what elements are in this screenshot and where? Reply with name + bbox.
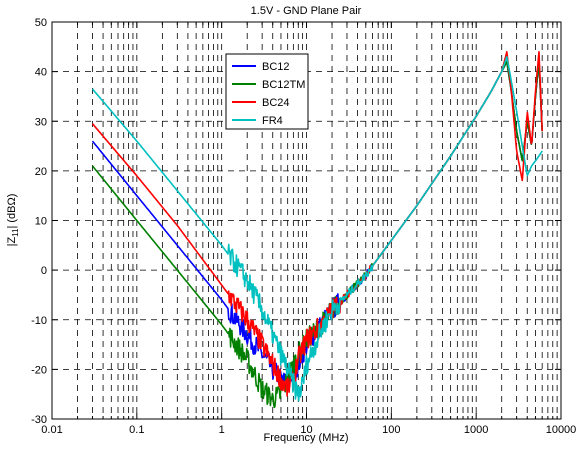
y-axis-label-subscript: 11 bbox=[11, 228, 20, 237]
y-tick-label: -30 bbox=[31, 414, 47, 426]
y-axis-label: |Z11| (dBΩ) bbox=[6, 194, 20, 247]
series-group bbox=[91, 51, 543, 409]
x-tick-label: 1000 bbox=[464, 424, 488, 436]
x-tick-label: 10000 bbox=[546, 424, 577, 436]
x-tick-label: 0.01 bbox=[41, 424, 62, 436]
legend-label-bc12: BC12 bbox=[262, 61, 290, 73]
y-tick-label: 40 bbox=[35, 67, 47, 79]
y-tick-label: 0 bbox=[41, 265, 47, 277]
series-line-fr4 bbox=[91, 56, 543, 402]
x-tick-label: 1 bbox=[219, 424, 225, 436]
y-axis-label-part-1: |Z bbox=[6, 237, 18, 247]
x-tick-label: 0.1 bbox=[129, 424, 144, 436]
ticks: -30 -20 -10 0 10 20 30 40 50 0.01 0.1 1 10 100 1000 100… bbox=[31, 17, 576, 436]
y-tick-label: 10 bbox=[35, 216, 47, 228]
y-tick-label: 50 bbox=[35, 17, 47, 29]
legend-label-fr4: FR4 bbox=[262, 115, 283, 127]
x-tick-label: 100 bbox=[382, 424, 400, 436]
chart-title: 1.5V - GND Plane Pair bbox=[251, 5, 362, 17]
x-tick-label: 10 bbox=[300, 424, 312, 436]
y-axis-label-part-2: | (dBΩ) bbox=[6, 194, 18, 229]
y-tick-label: -20 bbox=[31, 364, 47, 376]
y-tick-label: -10 bbox=[31, 315, 47, 327]
y-tick-label: 20 bbox=[35, 166, 47, 178]
legend-label-bc24: BC24 bbox=[262, 97, 290, 109]
x-axis-label: Frequency (MHz) bbox=[264, 432, 349, 444]
y-tick-label: 30 bbox=[35, 116, 47, 128]
legend-label-bc12tm: BC12TM bbox=[262, 79, 305, 91]
legend: BC12 BC12TM BC24 FR4 bbox=[225, 53, 309, 130]
